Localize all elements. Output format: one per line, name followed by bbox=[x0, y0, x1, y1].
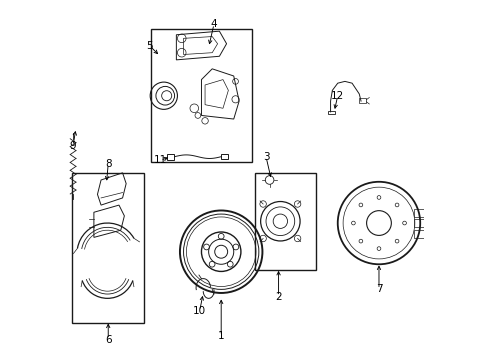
Text: 10: 10 bbox=[193, 306, 206, 316]
Bar bbox=[255, 173, 316, 270]
Bar bbox=[413, 230, 423, 238]
Bar bbox=[327, 111, 334, 114]
Text: 9: 9 bbox=[70, 141, 76, 151]
Bar bbox=[221, 154, 227, 159]
Text: 1: 1 bbox=[218, 331, 224, 341]
Text: 8: 8 bbox=[105, 159, 111, 169]
Text: 3: 3 bbox=[262, 152, 269, 162]
Bar bbox=[413, 209, 423, 217]
Text: 2: 2 bbox=[275, 292, 281, 302]
Text: 11: 11 bbox=[153, 155, 166, 165]
Bar bbox=[413, 220, 423, 227]
Text: 4: 4 bbox=[210, 19, 217, 29]
Bar bbox=[166, 154, 174, 159]
Text: 6: 6 bbox=[105, 334, 111, 345]
Text: 12: 12 bbox=[330, 91, 344, 101]
Text: 5: 5 bbox=[146, 41, 152, 50]
Bar bbox=[359, 98, 366, 103]
Text: 7: 7 bbox=[375, 284, 382, 294]
Bar bbox=[151, 30, 251, 162]
Bar bbox=[72, 173, 144, 323]
